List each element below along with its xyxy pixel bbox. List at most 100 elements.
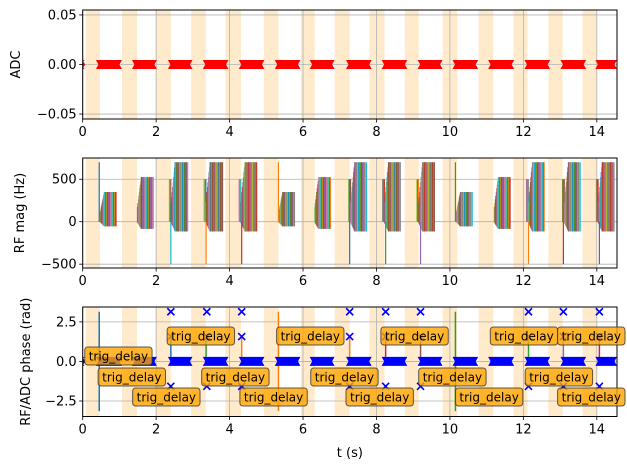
annotation-box	[454, 387, 524, 407]
trig-delay-annotation: trig_delay	[557, 387, 626, 407]
shaded-span	[191, 158, 206, 268]
x-tick-label: 10	[442, 274, 459, 289]
annotation-box	[380, 326, 449, 346]
shaded-span	[121, 158, 138, 268]
plot-area	[82, 158, 617, 268]
x-marker	[345, 332, 354, 341]
shaded-span	[404, 158, 419, 268]
x-tick-label: 6	[299, 423, 307, 438]
x-tick-label: 12	[515, 125, 532, 140]
x-tick-label: 6	[299, 125, 307, 140]
annotation-label: trig_delay	[315, 371, 374, 385]
adc-phase-marker-block	[345, 356, 372, 366]
x-axis-label: t (s)	[337, 446, 363, 461]
shaded-span	[582, 158, 597, 268]
annotation-label: trig_delay	[171, 330, 230, 344]
x-marker	[237, 307, 246, 316]
trig-delay-annotation: trig_delay	[489, 326, 559, 346]
y-tick-label: 2.5	[56, 315, 77, 330]
x-marker	[559, 307, 568, 316]
adc-marker-block	[131, 60, 157, 69]
trig-delay-annotation: trig_delay	[418, 367, 487, 387]
x-tick-label: 0	[79, 125, 87, 140]
shaded-span	[263, 158, 279, 268]
adc-marker-block	[82, 60, 86, 69]
adc-phase-marker-block	[560, 356, 587, 366]
adc-marker-block	[381, 60, 408, 69]
subplot-3: 0 2 4 6 8 10 12 14 −2.5 0.0 2.5 RF/ADC phase (rad) t…	[19, 298, 626, 461]
trig-delay-annotation: trig_delay	[345, 387, 414, 407]
y-tick-label: 0.00	[48, 58, 77, 73]
shaded-span	[548, 158, 563, 268]
x-tick-label: 10	[442, 125, 459, 140]
annotation-label: trig_delay	[89, 350, 148, 364]
y-tick-label: −2.5	[45, 394, 77, 409]
x-marker	[524, 307, 533, 316]
annotation-label: trig_delay	[206, 371, 265, 385]
annotation-label: trig_delay	[244, 391, 303, 405]
x-tick-label: 8	[372, 125, 380, 140]
annotation-box	[201, 367, 270, 387]
annotation-box	[418, 367, 487, 387]
x-marker	[166, 307, 175, 316]
shaded-span	[478, 158, 494, 268]
x-tick-label: 12	[515, 423, 532, 438]
annotation-label: trig_delay	[562, 330, 621, 344]
adc-marker-block	[274, 60, 301, 69]
adc-marker-block	[524, 60, 551, 69]
annotation-box	[345, 387, 414, 407]
annotation-label: trig_delay	[562, 391, 621, 405]
x-tick-label: 2	[152, 274, 160, 289]
x-tick-label: 14	[589, 423, 606, 438]
annotation-label: trig_delay	[385, 330, 444, 344]
adc-phase-marker-block	[167, 356, 193, 366]
annotation-label: trig_delay	[459, 391, 518, 405]
adc-phase-marker-block	[82, 356, 86, 366]
annotation-label: trig_delay	[102, 371, 161, 385]
adc-marker-block	[95, 60, 122, 69]
annotation-label: trig_delay	[529, 371, 588, 385]
x-marker	[416, 307, 425, 316]
adc-marker-block	[309, 60, 335, 69]
y-tick-label: 0.0	[56, 355, 77, 370]
trig-delay-annotation: trig_delay	[201, 367, 270, 387]
annotation-box	[132, 387, 201, 407]
trig-delay-annotation: trig_delay	[84, 346, 153, 366]
adc-marker-block	[345, 60, 372, 69]
y-axis-label: RF mag (Hz)	[13, 173, 28, 253]
adc-marker-block	[417, 60, 443, 69]
x-marker	[237, 332, 246, 341]
y-tick-label: −0.05	[37, 108, 77, 123]
y-tick-label: −500	[41, 258, 77, 273]
annotation-box	[557, 326, 626, 346]
y-tick-label: 0.05	[48, 8, 77, 23]
x-tick-label: 4	[225, 274, 233, 289]
trig-delay-annotation: trig_delay	[132, 387, 201, 407]
x-tick-label: 0	[79, 274, 87, 289]
adc-phase-marker-block	[595, 356, 617, 366]
x-tick-label: 6	[299, 274, 307, 289]
shaded-span	[300, 158, 315, 268]
adc-marker-block	[202, 60, 229, 69]
adc-phase-marker-block	[238, 356, 265, 366]
adc-marker-block	[167, 60, 193, 69]
adc-marker-block	[595, 60, 617, 69]
adc-marker-block	[560, 60, 587, 69]
adc-phase-marker-block	[417, 356, 443, 366]
x-marker	[595, 307, 604, 316]
annotation-box	[276, 326, 345, 346]
annotation-box	[84, 346, 153, 366]
shaded-span	[513, 158, 528, 268]
shaded-span	[369, 158, 385, 268]
y-tick-label: 500	[52, 173, 77, 188]
trig-delay-annotation: trig_delay	[380, 326, 449, 346]
adc-phase-marker-block	[309, 356, 335, 366]
y-axis-label: RF/ADC phase (rad)	[19, 298, 34, 426]
annotation-label: trig_delay	[350, 391, 409, 405]
annotation-box	[166, 326, 236, 346]
trig-delay-annotation: trig_delay	[310, 367, 379, 387]
x-tick-label: 8	[372, 274, 380, 289]
annotation-label: trig_delay	[281, 330, 340, 344]
